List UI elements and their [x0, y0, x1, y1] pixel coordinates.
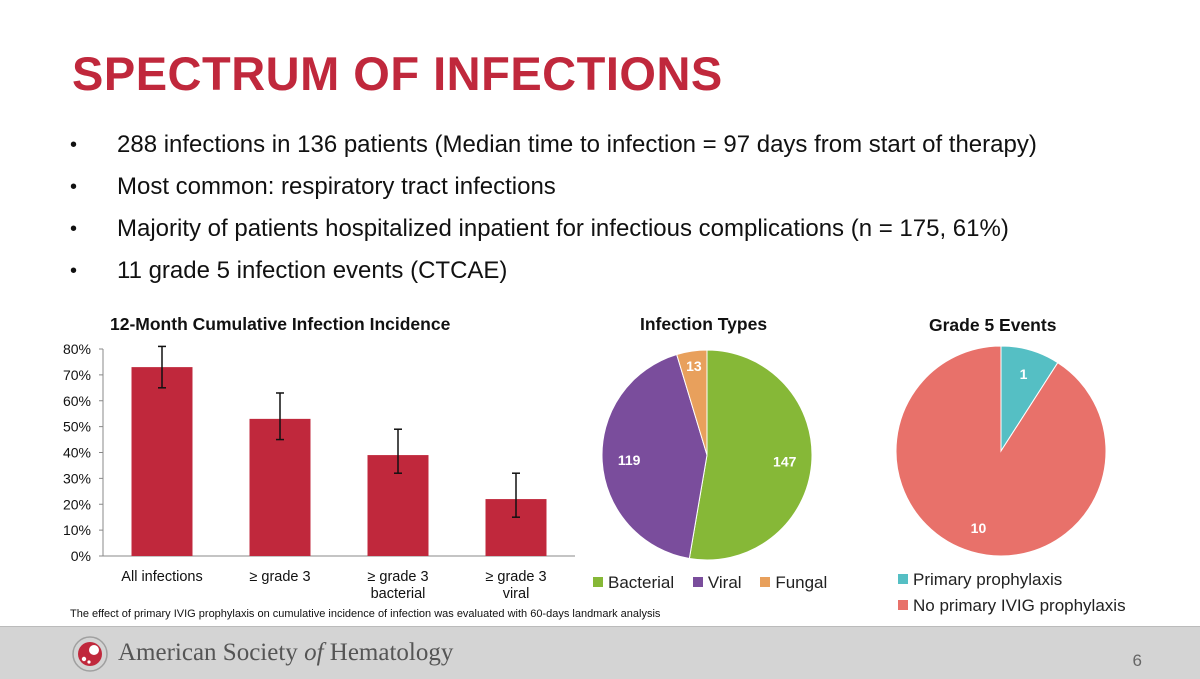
y-tick-label: 80%: [63, 341, 91, 357]
page-number: 6: [1132, 651, 1142, 670]
pie-slice: [895, 345, 1107, 557]
bullet-item: • 11 grade 5 infection events (CTCAE): [70, 250, 1037, 292]
data-label: 147: [773, 454, 797, 470]
bar-chart: 0% 10% 20% 30% 40% 50% 60% 70% 80% All infections…: [63, 341, 575, 602]
bullet-text: 288 infections in 136 patients (Median t…: [117, 131, 1037, 158]
pie-slice: [601, 353, 708, 560]
bullet-item: • Most common: respiratory tract infectio…: [70, 166, 1037, 208]
data-label: 119: [618, 452, 641, 468]
bullet-item: • 288 infections in 136 patients (Median …: [70, 124, 1037, 166]
x-tick-label: ≥ grade 3 viral: [485, 569, 546, 602]
grade5-legend: Primary prophylaxis No primary IVIG prop…: [898, 567, 1126, 619]
legend-swatch: [593, 576, 603, 587]
legend-label: Viral: [707, 573, 742, 592]
x-tick-label: All infections: [121, 569, 202, 585]
bar: [249, 418, 311, 556]
infection-types-title: Infection Types: [640, 314, 768, 334]
organization-name: American Society of Hematology: [118, 639, 453, 667]
legend-swatch: [898, 573, 908, 584]
legend-item-no-primary: No primary IVIG prophylaxis: [898, 593, 1126, 619]
legend-item-bacterial: Bacterial: [593, 573, 674, 593]
grade5-title: Grade 5 Events: [929, 315, 1057, 335]
y-tick-label: 70%: [63, 367, 91, 383]
bullet-dot: •: [70, 260, 78, 282]
footer-bar: American Society of Hematology 6: [0, 626, 1200, 679]
bullet-text: Most common: respiratory tract infection…: [117, 173, 556, 200]
bar-chart-title: 12-Month Cumulative Infection Incidence: [110, 314, 451, 334]
legend-item-fungal: Fungal: [760, 573, 827, 593]
infection-types-legend: Bacterial Viral Fungal: [593, 573, 841, 593]
org-part2: Hematology: [323, 639, 454, 666]
data-label: 10: [971, 520, 987, 536]
legend-label: Fungal: [775, 573, 828, 592]
infection-types-pie: 147 119 13: [601, 349, 813, 561]
y-tick-label: 60%: [63, 393, 91, 409]
legend-item-viral: Viral: [692, 573, 742, 593]
y-tick-label: 30%: [63, 470, 91, 486]
y-tick-label: 20%: [63, 496, 91, 512]
y-tick-label: 50%: [63, 419, 91, 435]
bullet-dot: •: [70, 218, 78, 240]
legend-swatch: [692, 576, 703, 587]
bullet-list: • 288 infections in 136 patients (Median …: [70, 124, 1037, 292]
y-tick-label: 0%: [71, 548, 91, 564]
bullet-text: Majority of patients hospitalized inpati…: [117, 215, 1009, 242]
pie-slice: [688, 349, 813, 561]
bullet-dot: •: [70, 176, 78, 198]
data-label: 1: [1020, 366, 1028, 382]
legend-swatch: [898, 599, 908, 610]
org-italic: of: [304, 639, 324, 666]
bullet-item: • Majority of patients hospitalized inpat…: [70, 208, 1037, 250]
footnote: The effect of primary IVIG prophylaxis o…: [70, 608, 661, 620]
x-tick-label: ≥ grade 3: [249, 569, 310, 585]
legend-label: Primary prophylaxis: [913, 570, 1063, 589]
bullet-text: 11 grade 5 infection events (CTCAE): [117, 257, 508, 284]
legend-label: No primary IVIG prophylaxis: [913, 596, 1126, 615]
ash-logo-icon: [72, 636, 108, 672]
pie-slice: [676, 349, 708, 456]
slide-title: SPECTRUM OF INFECTIONS: [72, 47, 723, 100]
bullet-dot: •: [70, 134, 78, 156]
org-part1: American Society: [118, 639, 305, 666]
x-tick-label: ≥ grade 3 bacterial: [367, 569, 428, 602]
y-tick-label: 40%: [63, 445, 91, 461]
grade5-pie: 1 10: [895, 345, 1107, 557]
legend-item-primary: Primary prophylaxis: [898, 567, 1126, 593]
legend-label: Bacterial: [608, 573, 675, 592]
legend-swatch: [760, 576, 771, 587]
bar: [131, 367, 193, 556]
data-label: 13: [686, 358, 702, 374]
y-tick-label: 10%: [63, 522, 91, 538]
